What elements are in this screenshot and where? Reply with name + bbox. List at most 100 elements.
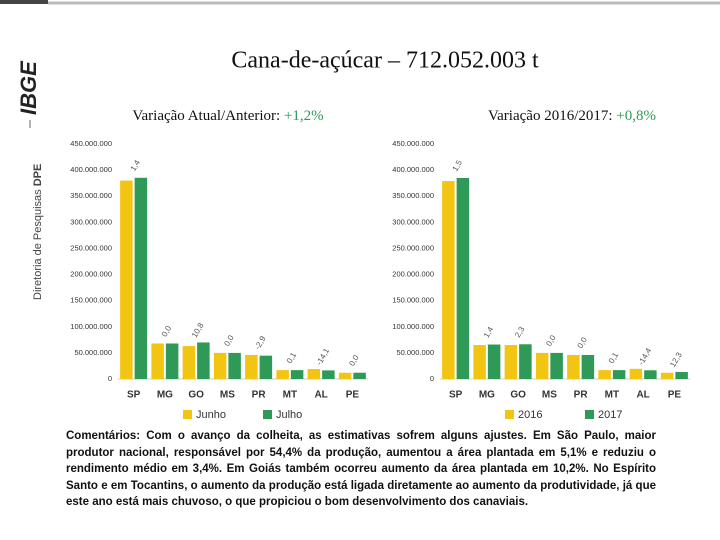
legend-label: 2016 <box>518 409 542 421</box>
bar <box>535 352 549 379</box>
y-tick-label: 250.000.000 <box>70 243 112 252</box>
bar <box>165 343 179 379</box>
x-tick-label: PR <box>252 390 267 401</box>
y-tick-label: 300.000.000 <box>392 217 434 226</box>
bar <box>629 368 643 379</box>
legend-label: 2017 <box>598 409 622 421</box>
y-tick-label: 200.000.000 <box>70 270 112 279</box>
x-tick-label: MG <box>479 390 495 401</box>
variation-label: -14,1 <box>314 346 331 367</box>
slide-title: Cana-de-açúcar – 712.052.003 t <box>231 48 539 74</box>
y-tick-label: 50.000.000 <box>396 348 434 357</box>
x-tick-label: MS <box>220 390 235 401</box>
y-tick-label: 450.000.000 <box>392 139 434 148</box>
bar <box>245 354 258 379</box>
legend-swatch <box>183 410 192 419</box>
bar <box>660 372 674 379</box>
x-tick-label: AL <box>636 390 649 401</box>
subtitle-value: +1,2% <box>284 108 324 124</box>
subtitle-label: Variação Atual/Anterior: <box>132 108 280 124</box>
variation-label: -2,9 <box>253 334 268 351</box>
bar <box>134 177 148 379</box>
x-tick-label: GO <box>510 390 526 401</box>
bar <box>473 345 486 379</box>
bar <box>228 352 241 379</box>
corner-bar <box>0 0 48 4</box>
variation-label: 0,0 <box>576 335 590 350</box>
bar <box>322 370 335 379</box>
y-tick-label: 300.000.000 <box>70 217 112 226</box>
variation-label: 0,0 <box>222 333 236 348</box>
subtitle-value: +0,8% <box>616 108 656 124</box>
y-tick-label: 0 <box>430 374 434 383</box>
legend-swatch <box>585 410 594 419</box>
subtitle-label: Variação 2016/2017: <box>488 108 613 124</box>
variation-label: 0,0 <box>544 333 558 348</box>
bar <box>353 372 366 379</box>
variation-label: 1,4 <box>129 158 143 173</box>
subtitle: Variação 2016/2017: +0,8% <box>488 108 656 124</box>
bar <box>307 368 321 379</box>
x-tick-label: PE <box>668 390 682 401</box>
variation-label: 10,8 <box>190 321 206 339</box>
subtitle: Variação Atual/Anterior: +1,2% <box>132 108 323 124</box>
legend-label: Junho <box>196 409 226 421</box>
bar <box>213 352 227 379</box>
logo: IBGE <box>16 60 41 115</box>
x-tick-label: SP <box>449 390 463 401</box>
bar <box>456 177 470 379</box>
legend-swatch <box>263 410 272 419</box>
x-tick-label: MG <box>157 390 173 401</box>
bar <box>567 354 580 379</box>
y-tick-label: 350.000.000 <box>70 191 112 200</box>
x-tick-label: PE <box>346 390 360 401</box>
side-label: Diretoria de Pesquisas <box>32 189 44 300</box>
bar <box>182 346 196 379</box>
y-tick-label: 50.000.000 <box>74 348 112 357</box>
bar <box>598 370 611 379</box>
bar <box>644 370 657 379</box>
bar <box>550 352 563 379</box>
y-tick-label: 450.000.000 <box>70 139 112 148</box>
y-tick-label: 350.000.000 <box>392 191 434 200</box>
variation-label: 0,1 <box>607 350 621 365</box>
bar <box>290 370 304 379</box>
x-tick-label: MT <box>605 390 619 401</box>
variation-label: 1,4 <box>482 325 496 340</box>
x-tick-label: PR <box>574 390 589 401</box>
bar <box>197 342 210 379</box>
bar <box>338 372 352 379</box>
x-tick-label: AL <box>314 390 327 401</box>
x-tick-label: GO <box>188 390 204 401</box>
side-text: Diretoria de Pesquisas DPE <box>32 164 44 300</box>
bar <box>276 370 289 379</box>
x-tick-label: SP <box>127 390 141 401</box>
legend-swatch <box>505 410 514 419</box>
variation-label: 0,1 <box>285 350 299 365</box>
side-code: DPE <box>32 164 44 187</box>
y-tick-label: 150.000.000 <box>70 296 112 305</box>
bar <box>487 344 501 379</box>
x-tick-label: MT <box>283 390 297 401</box>
bar <box>519 344 532 379</box>
variation-label: 0,0 <box>160 324 174 339</box>
y-tick-label: 100.000.000 <box>392 322 434 331</box>
bar <box>259 355 273 379</box>
comments: Comentários: Com o avanço da colheita, a… <box>66 430 656 508</box>
bar <box>675 371 688 379</box>
variation-label: 12,3 <box>668 350 684 368</box>
variation-label: 1,5 <box>451 158 465 173</box>
y-tick-label: 150.000.000 <box>392 296 434 305</box>
variation-label: 2,3 <box>513 325 527 340</box>
y-tick-label: 250.000.000 <box>392 243 434 252</box>
bar <box>442 181 455 379</box>
y-tick-label: 400.000.000 <box>70 165 112 174</box>
y-tick-label: 0 <box>108 374 112 383</box>
y-tick-label: 100.000.000 <box>70 322 112 331</box>
bar <box>612 370 626 379</box>
bar <box>120 180 133 379</box>
bar <box>504 345 518 379</box>
bar <box>581 354 595 379</box>
